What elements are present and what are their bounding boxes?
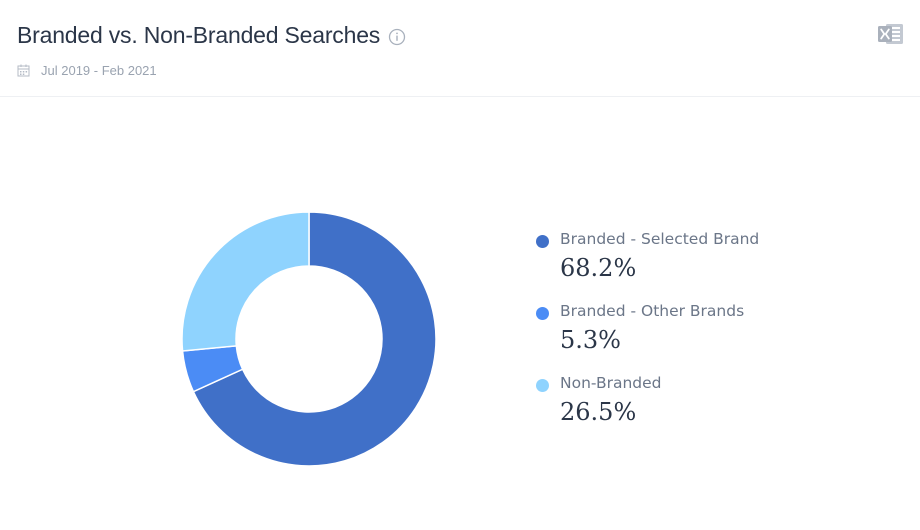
legend-label: Branded - Selected Brand (560, 230, 760, 248)
legend-value: 68.2% (560, 254, 637, 282)
calendar-icon (17, 64, 30, 77)
legend-marker (536, 235, 549, 248)
legend-label: Non-Branded (560, 374, 662, 392)
excel-export-icon (878, 24, 903, 44)
legend-marker (536, 379, 549, 392)
chart-title: Branded vs. Non-Branded Searches (17, 22, 381, 48)
info-icon[interactable] (388, 28, 406, 46)
date-range: Jul 2019 - Feb 2021 (17, 63, 157, 78)
card-header: Branded vs. Non-Branded Searches (0, 0, 920, 97)
donut-slice-selected-brand[interactable] (192, 211, 437, 467)
legend-value: 26.5% (560, 398, 637, 426)
legend-label: Branded - Other Brands (560, 302, 745, 320)
date-range-text: Jul 2019 - Feb 2021 (41, 63, 157, 78)
excel-export-button[interactable] (877, 22, 905, 46)
legend-value: 5.3% (560, 326, 621, 354)
title-row: Branded vs. Non-Branded Searches (17, 22, 406, 49)
legend-marker (536, 307, 549, 320)
donut-slice-non-branded[interactable] (181, 211, 310, 352)
